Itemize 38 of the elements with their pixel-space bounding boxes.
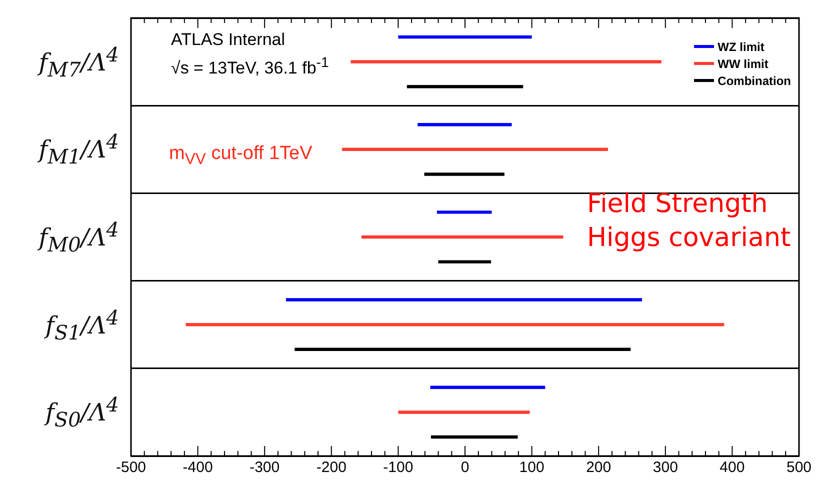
legend-label: Combination [718, 74, 791, 88]
legend-label: WZ limit [718, 40, 764, 54]
bar [418, 122, 512, 126]
x-tick-label: -200 [316, 459, 346, 476]
legend-label: WW limit [718, 56, 768, 70]
annotation: Field Strength Higgs covariant [587, 188, 792, 255]
annotation: ATLAS Internal [171, 30, 286, 50]
bar [436, 210, 492, 214]
x-tick-label: 100 [519, 459, 544, 476]
bar [398, 410, 530, 414]
bar [424, 172, 504, 176]
annotation: √s = 13TeV, 36.1 fb$^{-1}$ [171, 55, 329, 79]
annotation: m$_{VV}$ cut-off 1TeV [169, 143, 312, 169]
y-tick-label: f$_{S1}$/Λ$^{4}$ [46, 305, 119, 344]
bar [286, 298, 642, 302]
y-tick-label: f$_{M1}$/Λ$^{4}$ [38, 130, 119, 169]
x-tick-label: -100 [383, 459, 414, 476]
bar [406, 85, 524, 88]
y-tick-label: f$_{M7}$/Λ$^{4}$ [38, 42, 119, 82]
bar [350, 60, 662, 64]
x-tick-label: 0 [460, 459, 470, 476]
y-tick-label: f$_{M0}$/Λ$^{4}$ [38, 218, 119, 256]
bar [342, 148, 608, 152]
x-tick-label: -400 [182, 459, 213, 476]
bar [438, 260, 492, 264]
bar [186, 322, 724, 326]
x-tick-label: 200 [586, 459, 612, 476]
x-tick-label: -300 [250, 459, 280, 476]
y-tick-label: f$_{S0}$/Λ$^{4}$ [46, 392, 119, 432]
x-tick-label: 500 [786, 459, 812, 476]
bar [430, 435, 518, 439]
bar [430, 386, 546, 389]
bar [398, 35, 532, 39]
x-tick-label: 400 [720, 459, 745, 476]
bar [294, 348, 631, 352]
x-tick-label: -500 [116, 459, 146, 476]
x-tick-label: 300 [652, 459, 678, 476]
bar [361, 235, 564, 239]
